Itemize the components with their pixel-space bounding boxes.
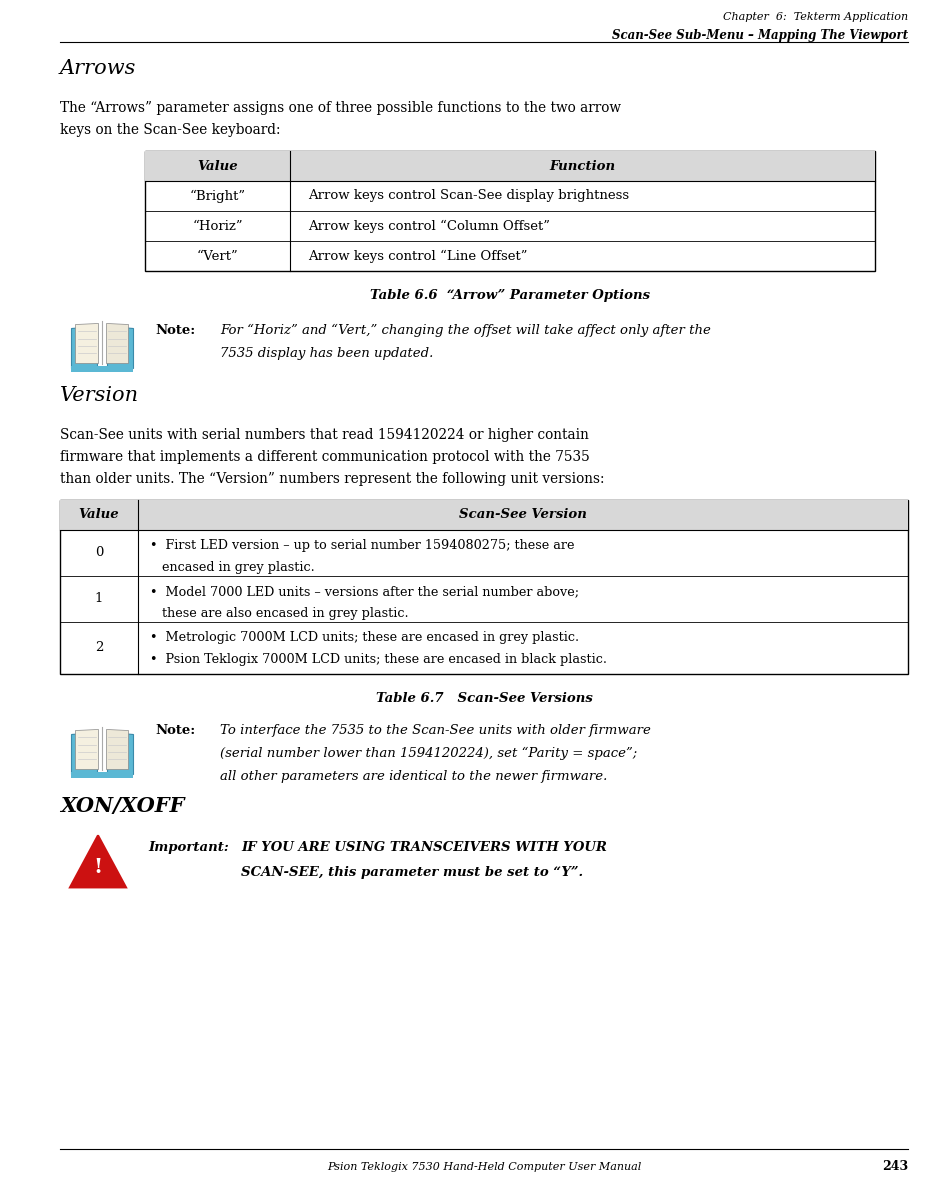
Text: Scan-See Sub-Menu – Mapping The Viewport: Scan-See Sub-Menu – Mapping The Viewport: [611, 29, 907, 42]
Text: Table 6.6  “Arrow” Parameter Options: Table 6.6 “Arrow” Parameter Options: [370, 288, 649, 302]
Text: 1: 1: [95, 593, 103, 606]
Text: than older units. The “Version” numbers represent the following unit versions:: than older units. The “Version” numbers …: [60, 472, 603, 486]
Polygon shape: [71, 327, 97, 367]
Polygon shape: [70, 836, 126, 887]
Polygon shape: [71, 772, 133, 778]
Polygon shape: [71, 733, 97, 773]
Text: The “Arrows” parameter assigns one of three possible functions to the two arrow: The “Arrows” parameter assigns one of th…: [60, 101, 620, 115]
Polygon shape: [106, 323, 128, 363]
Text: Note:: Note:: [155, 724, 195, 737]
Bar: [145, 151, 874, 181]
Text: 2: 2: [95, 642, 103, 655]
Text: For “Horiz” and “Vert,” changing the offset will take affect only after the: For “Horiz” and “Vert,” changing the off…: [220, 324, 710, 338]
Polygon shape: [106, 729, 128, 768]
Text: •  Model 7000 LED units – versions after the serial number above;: • Model 7000 LED units – versions after …: [150, 585, 578, 598]
Polygon shape: [75, 729, 98, 768]
Text: To interface the 7535 to the Scan-See units with older firmware: To interface the 7535 to the Scan-See un…: [220, 724, 650, 737]
Text: IF YOU ARE USING TRANSCEIVERS WITH YOUR: IF YOU ARE USING TRANSCEIVERS WITH YOUR: [241, 841, 606, 853]
Text: Table 6.7   Scan-See Versions: Table 6.7 Scan-See Versions: [375, 692, 591, 705]
Text: •  Psion Teklogix 7000M LCD units; these are encased in black plastic.: • Psion Teklogix 7000M LCD units; these …: [150, 654, 606, 666]
Text: Value: Value: [197, 159, 237, 172]
Text: 243: 243: [881, 1161, 907, 1173]
Text: all other parameters are identical to the newer firmware.: all other parameters are identical to th…: [220, 770, 606, 783]
Text: these are also encased in grey plastic.: these are also encased in grey plastic.: [150, 607, 408, 620]
Text: 7535 display has been updated.: 7535 display has been updated.: [220, 347, 433, 360]
Text: Arrow keys control “Column Offset”: Arrow keys control “Column Offset”: [308, 219, 550, 232]
Text: •  First LED version – up to serial number 1594080275; these are: • First LED version – up to serial numbe…: [150, 539, 574, 552]
Text: “Vert”: “Vert”: [197, 249, 238, 262]
Bar: [60, 500, 907, 674]
Text: 0: 0: [95, 547, 103, 559]
Polygon shape: [107, 327, 133, 367]
Text: (serial number lower than 1594120224), set “Parity = space”;: (serial number lower than 1594120224), s…: [220, 747, 637, 760]
Text: Version: Version: [60, 385, 139, 405]
Text: •  Metrologic 7000M LCD units; these are encased in grey plastic.: • Metrologic 7000M LCD units; these are …: [150, 631, 578, 644]
Text: keys on the Scan-See keyboard:: keys on the Scan-See keyboard:: [60, 123, 280, 136]
Text: SCAN-SEE, this parameter must be set to “Y”.: SCAN-SEE, this parameter must be set to …: [241, 865, 582, 879]
Text: Arrows: Arrows: [60, 59, 136, 78]
Text: encased in grey plastic.: encased in grey plastic.: [150, 561, 314, 575]
Text: Important:: Important:: [147, 841, 228, 853]
Polygon shape: [75, 323, 98, 363]
Bar: [145, 151, 874, 271]
Bar: [60, 500, 907, 530]
Text: firmware that implements a different communication protocol with the 7535: firmware that implements a different com…: [60, 450, 590, 464]
Polygon shape: [71, 366, 133, 372]
Text: XON/XOFF: XON/XOFF: [60, 796, 184, 816]
Text: Function: Function: [549, 159, 615, 172]
Text: !: !: [94, 857, 103, 877]
Text: “Horiz”: “Horiz”: [192, 219, 243, 232]
Polygon shape: [107, 733, 133, 773]
Text: Arrow keys control Scan-See display brightness: Arrow keys control Scan-See display brig…: [308, 189, 629, 202]
Text: Note:: Note:: [155, 324, 195, 338]
Text: “Bright”: “Bright”: [189, 189, 246, 202]
Text: Scan-See units with serial numbers that read 1594120224 or higher contain: Scan-See units with serial numbers that …: [60, 429, 589, 442]
Text: Psion Teklogix 7530 Hand-Held Computer User Manual: Psion Teklogix 7530 Hand-Held Computer U…: [326, 1162, 641, 1172]
Text: Scan-See Version: Scan-See Version: [459, 509, 586, 522]
Text: Value: Value: [79, 509, 120, 522]
Text: Arrow keys control “Line Offset”: Arrow keys control “Line Offset”: [308, 249, 527, 262]
Text: Chapter  6:  Tekterm Application: Chapter 6: Tekterm Application: [722, 12, 907, 22]
